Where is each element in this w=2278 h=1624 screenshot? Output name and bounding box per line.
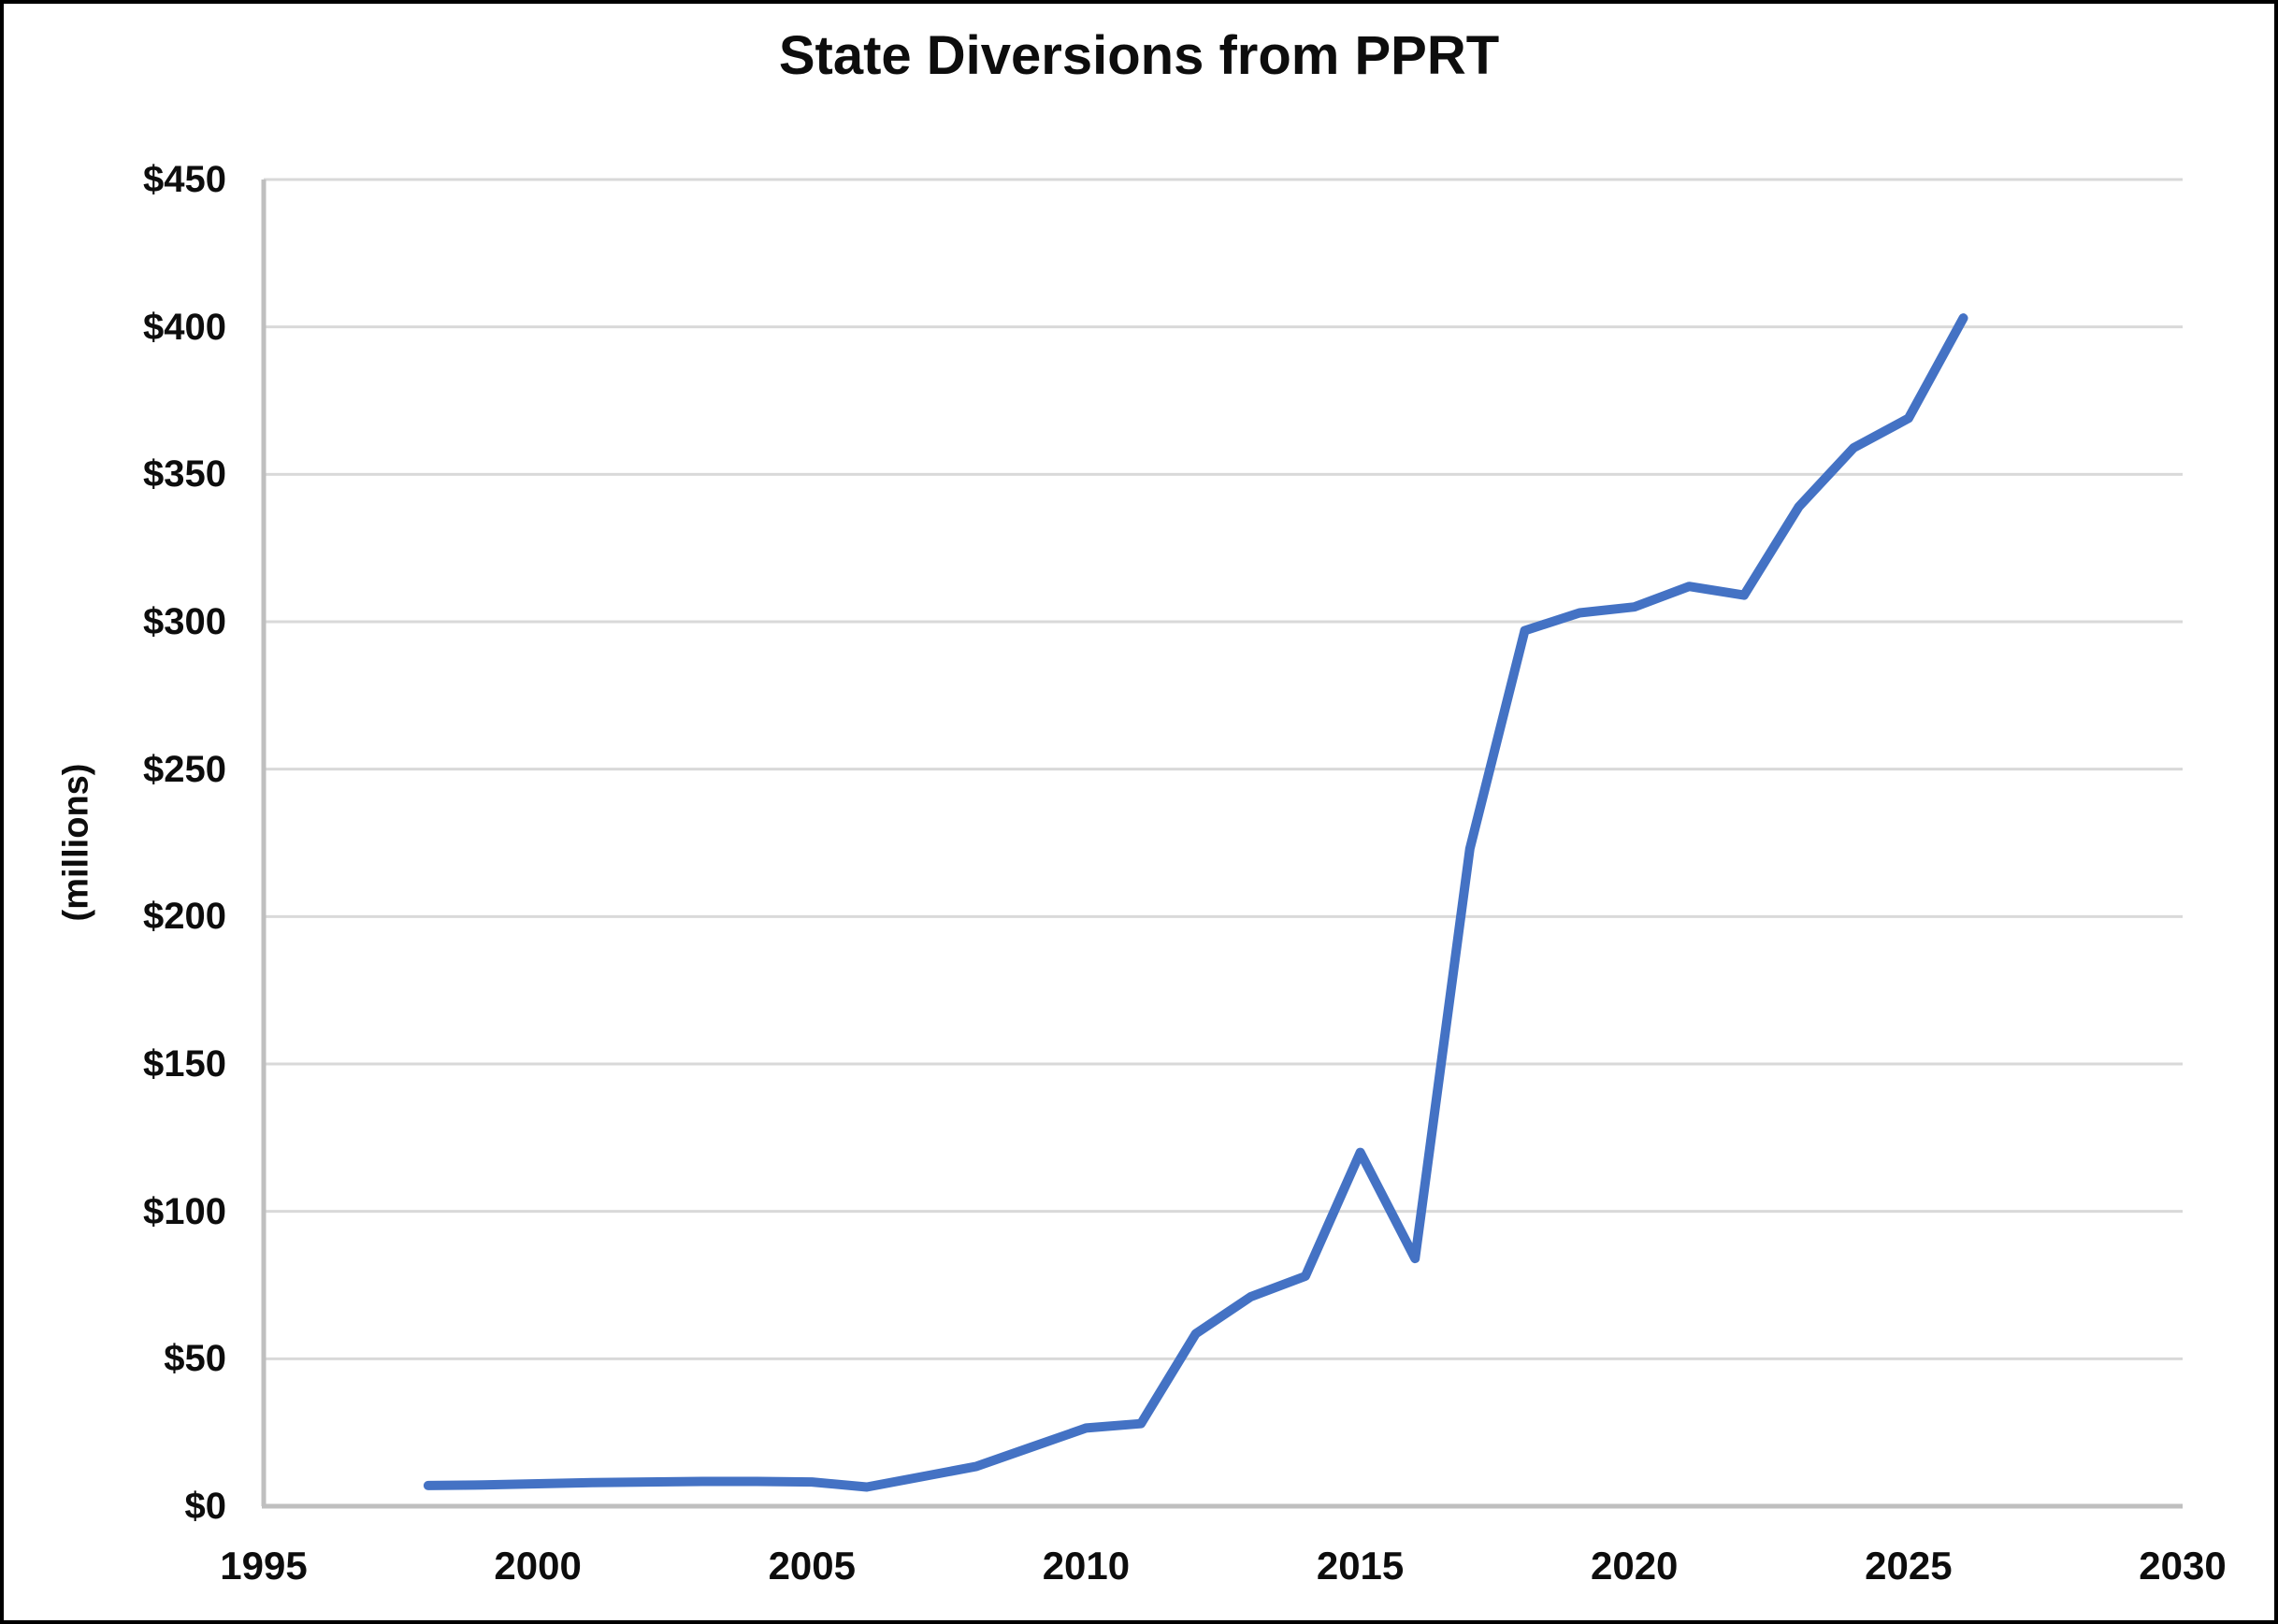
x-tick-label: 2020 <box>1590 1544 1679 1588</box>
y-tick-label: $350 <box>143 453 226 496</box>
y-tick-label: $0 <box>184 1486 227 1527</box>
series-line <box>423 313 1968 1492</box>
x-tick-label: 2015 <box>1316 1544 1405 1588</box>
chart-title: State Diversions from PPRT <box>778 25 1500 86</box>
x-tick-label: 2030 <box>2139 1544 2227 1588</box>
x-tick-label: 2005 <box>768 1544 856 1588</box>
y-tick-label: $100 <box>143 1190 226 1232</box>
y-tick-label: $250 <box>143 748 226 790</box>
y-tick-label: $50 <box>164 1338 226 1380</box>
y-tick-label: $200 <box>143 896 226 938</box>
x-tick-label: 2000 <box>494 1544 582 1588</box>
x-tick-label: 1995 <box>220 1544 308 1588</box>
y-tick-label: $300 <box>143 601 226 642</box>
plot-area <box>261 178 2183 1509</box>
x-tick-label: 2010 <box>1042 1544 1131 1588</box>
y-tick-label: $450 <box>143 159 226 200</box>
y-tick-label: $150 <box>143 1043 226 1085</box>
y-tick-label: $400 <box>143 306 226 348</box>
x-tick-label: 2025 <box>1865 1544 1953 1588</box>
